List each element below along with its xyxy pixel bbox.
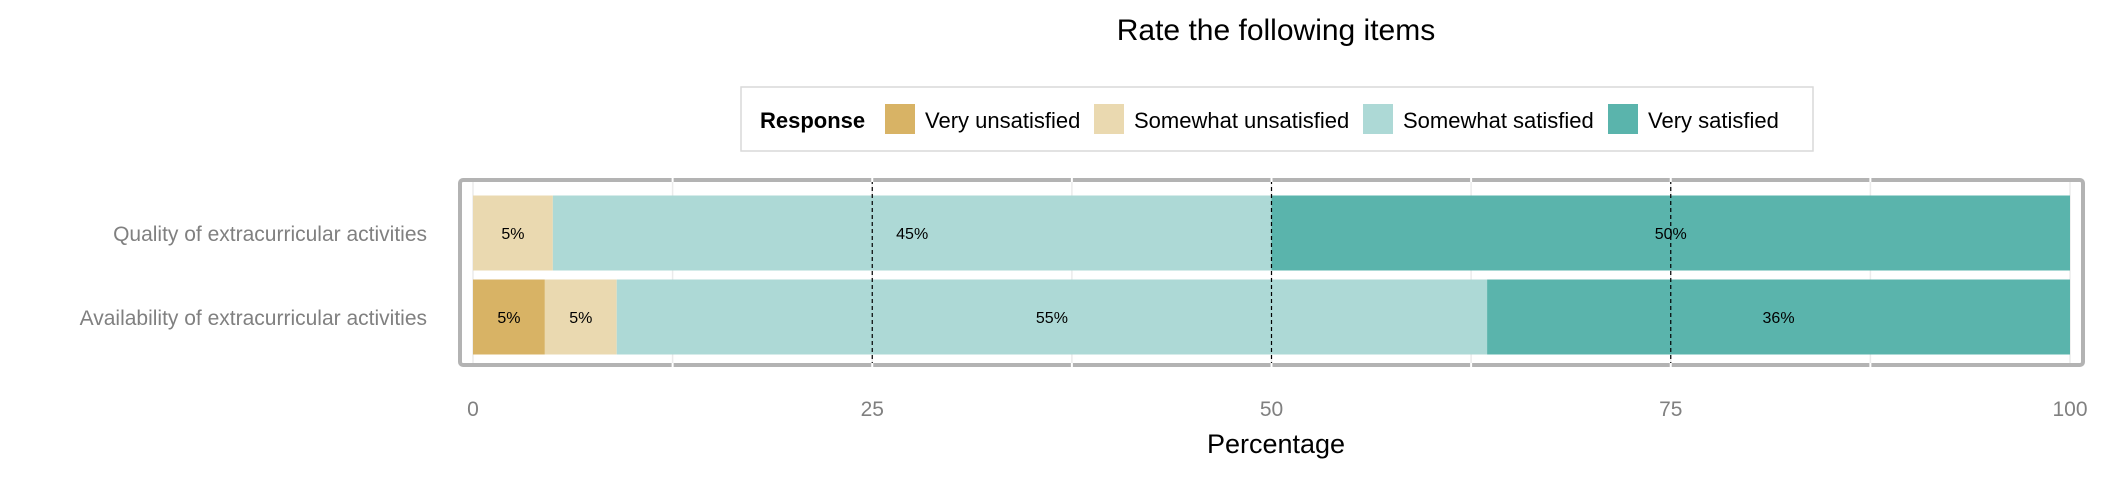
- category-label: Quality of extracurricular activities: [113, 223, 427, 246]
- bar-value-label: 5%: [501, 226, 524, 243]
- bar-segment: [616, 279, 1488, 355]
- legend-key: [1363, 104, 1393, 134]
- bar-value-label: 5%: [497, 310, 520, 327]
- legend-label: Somewhat unsatisfied: [1134, 108, 1349, 133]
- x-tick-label: 75: [1659, 398, 1682, 421]
- bar-value-label: 55%: [1036, 310, 1068, 327]
- panel-frame: [458, 178, 2085, 367]
- bar-value-label: 50%: [1655, 226, 1687, 243]
- bar-segment: [1487, 279, 2070, 355]
- legend: Response Very unsatisfied Somewhat unsati…: [740, 86, 1814, 152]
- reference-lines: [871, 180, 1672, 365]
- bars: [473, 195, 2070, 355]
- bar-value-label: 36%: [1763, 310, 1795, 327]
- bar-value-label: 45%: [896, 226, 928, 243]
- bar-segment: [473, 195, 553, 271]
- bar-labels: 5% 45% 50% 5% 5% 55% 36%: [497, 226, 1794, 327]
- bar-segment: [552, 195, 1272, 271]
- bar-value-label: 5%: [569, 310, 592, 327]
- legend-key: [1608, 104, 1638, 134]
- x-tick-label: 100: [2052, 398, 2087, 421]
- bar-segment: [544, 279, 617, 355]
- x-tick-label: 50: [1260, 398, 1283, 421]
- x-axis-title: Percentage: [1207, 429, 1345, 459]
- x-tick-label: 25: [861, 398, 884, 421]
- legend-label: Very satisfied: [1648, 108, 1779, 133]
- x-axis-ticks: 0 25 50 75 100: [467, 398, 2087, 421]
- x-tick-label: 0: [467, 398, 479, 421]
- legend-label: Very unsatisfied: [925, 108, 1080, 133]
- category-labels: Quality of extracurricular activities Ava…: [80, 223, 427, 330]
- legend-key: [885, 104, 915, 134]
- legend-key: [1094, 104, 1124, 134]
- bar-segment: [473, 279, 545, 355]
- legend-title: Response: [760, 108, 865, 133]
- legend-label: Somewhat satisfied: [1403, 108, 1594, 133]
- chart-title: Rate the following items: [1117, 14, 1436, 47]
- category-label: Availability of extracurricular activiti…: [80, 307, 427, 330]
